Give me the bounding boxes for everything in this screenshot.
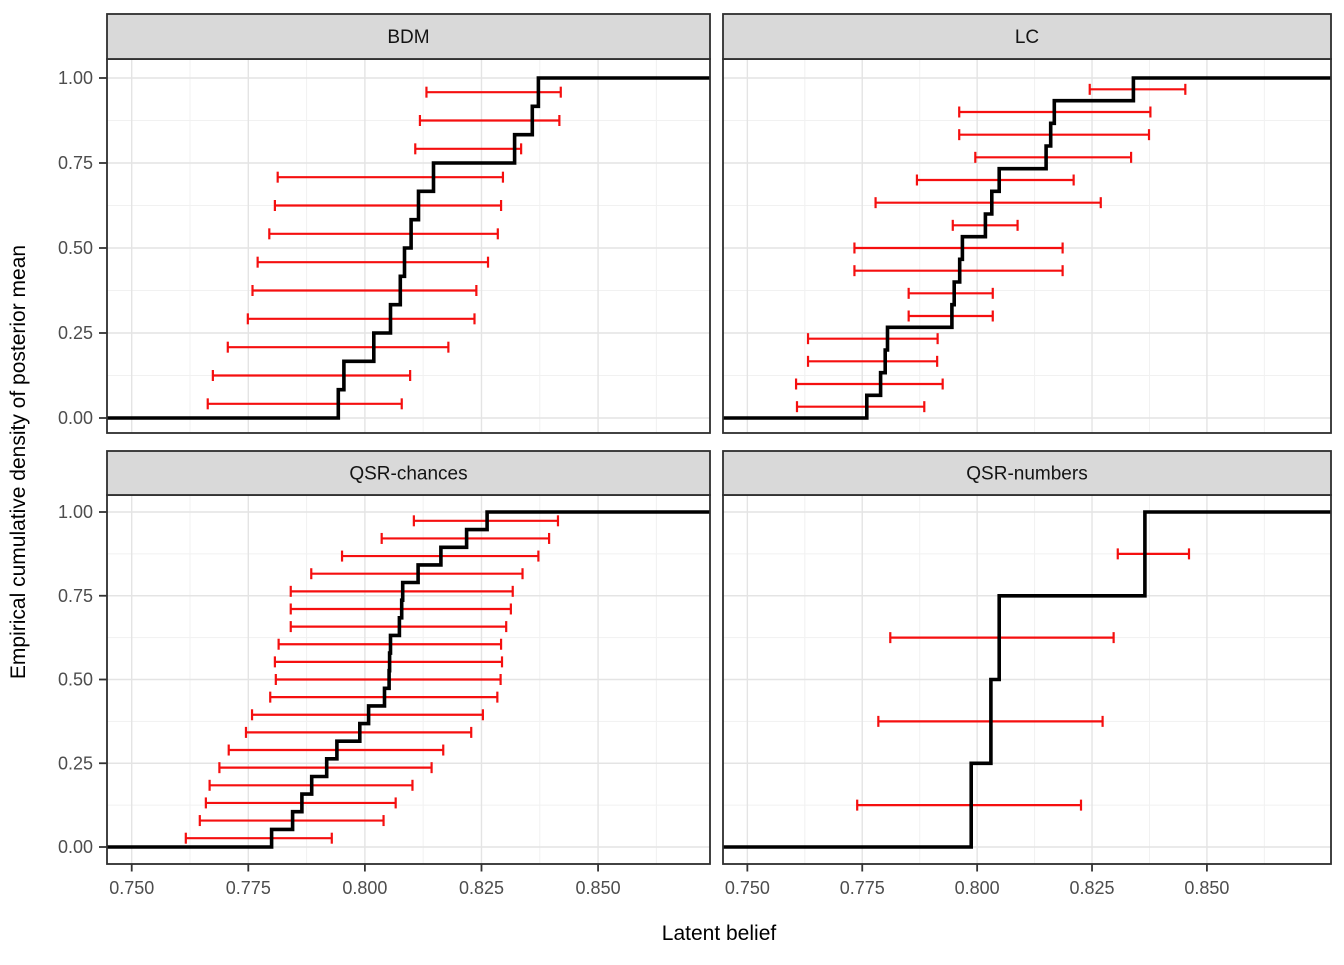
facet-strip-label: LC bbox=[1015, 27, 1039, 48]
credible-interval-bar bbox=[1116, 548, 1191, 560]
credible-interval-bar bbox=[874, 197, 1102, 209]
data-layer bbox=[107, 76, 710, 420]
x-tick-label: 0.750 bbox=[725, 878, 770, 898]
y-tick-label: 0.00 bbox=[58, 408, 93, 428]
credible-interval-bar bbox=[889, 632, 1115, 644]
x-tick-label: 0.850 bbox=[1184, 878, 1229, 898]
y-tick-label: 1.00 bbox=[58, 502, 93, 522]
x-tick-label: 0.800 bbox=[955, 878, 1000, 898]
credible-interval-bar bbox=[794, 378, 944, 390]
facet-strip bbox=[722, 13, 1332, 60]
x-tick-label: 0.800 bbox=[342, 878, 387, 898]
credible-interval-bar bbox=[251, 285, 478, 296]
facet-QSR-chances: QSR-chances 0.750 0.775 0.800 0.825 0.850 0.00… bbox=[58, 450, 711, 898]
facet-strip bbox=[722, 450, 1332, 496]
x-axis-title: Latent belief bbox=[662, 922, 777, 945]
credible-interval-bar bbox=[856, 799, 1083, 811]
credible-interval-bar bbox=[414, 143, 523, 155]
credible-interval-bar bbox=[268, 228, 499, 240]
facet-strip bbox=[106, 450, 711, 496]
y-tick-label: 0.50 bbox=[58, 670, 93, 690]
x-tick-label: 0.825 bbox=[459, 878, 504, 898]
credible-interval-bar bbox=[958, 129, 1151, 141]
credible-interval-bar bbox=[1088, 83, 1187, 95]
x-tick-label: 0.825 bbox=[1070, 878, 1115, 898]
data-layer bbox=[107, 510, 710, 849]
x-tick-label: 0.775 bbox=[226, 878, 271, 898]
credible-interval-bar bbox=[184, 832, 333, 844]
y-tick-label: 0.50 bbox=[58, 238, 93, 258]
x-tick-label: 0.775 bbox=[840, 878, 885, 898]
facet-strip-label: QSR-chances bbox=[349, 464, 467, 485]
facet-strip-label: QSR-numbers bbox=[966, 464, 1087, 485]
panel-background bbox=[107, 59, 710, 433]
credible-interval-bar bbox=[246, 313, 476, 325]
credible-interval-bar bbox=[418, 115, 561, 126]
credible-interval-bar bbox=[806, 355, 939, 367]
ecdf-line bbox=[723, 76, 1331, 420]
credible-interval-bar bbox=[276, 171, 505, 183]
x-tick-label: 0.850 bbox=[576, 878, 621, 898]
data-layer bbox=[723, 76, 1331, 420]
credible-interval-bar bbox=[795, 401, 926, 413]
credible-interval-bar bbox=[806, 333, 939, 345]
credible-interval-bar bbox=[853, 242, 1064, 254]
facet-LC: LC bbox=[722, 13, 1332, 434]
credible-interval-bar bbox=[211, 370, 412, 381]
credible-interval-bar bbox=[907, 287, 994, 299]
x-tick-label: 0.750 bbox=[109, 878, 154, 898]
data-layer bbox=[723, 510, 1331, 849]
facet-BDM: BDM 0.00 0.25 0.50 0.75 1.00 bbox=[58, 13, 711, 434]
credible-interval-bar bbox=[226, 341, 450, 353]
y-tick-label: 0.25 bbox=[58, 753, 93, 773]
facet-strip bbox=[106, 13, 711, 60]
facet-strip-label: BDM bbox=[387, 27, 429, 48]
credible-interval-bar bbox=[206, 398, 403, 410]
ecdf-line bbox=[107, 510, 710, 849]
y-tick-label: 1.00 bbox=[58, 68, 93, 88]
panel-background bbox=[723, 59, 1331, 433]
ecdf-line bbox=[723, 510, 1331, 849]
facet-QSR-numbers: QSR-numbers 0.750 0.775 0.800 0.825 0.850 bbox=[722, 450, 1332, 898]
y-tick-label: 0.75 bbox=[58, 153, 93, 173]
y-tick-label: 0.75 bbox=[58, 586, 93, 606]
credible-interval-bar bbox=[273, 200, 503, 211]
y-axis-title: Empirical cumulative density of posterio… bbox=[7, 245, 30, 679]
ecdf-line bbox=[107, 76, 710, 420]
credible-interval-bar bbox=[256, 256, 490, 268]
y-tick-label: 0.00 bbox=[58, 837, 93, 857]
y-tick-label: 0.25 bbox=[58, 323, 93, 343]
credible-interval-bar bbox=[974, 151, 1133, 163]
credible-interval-bar bbox=[915, 174, 1075, 186]
